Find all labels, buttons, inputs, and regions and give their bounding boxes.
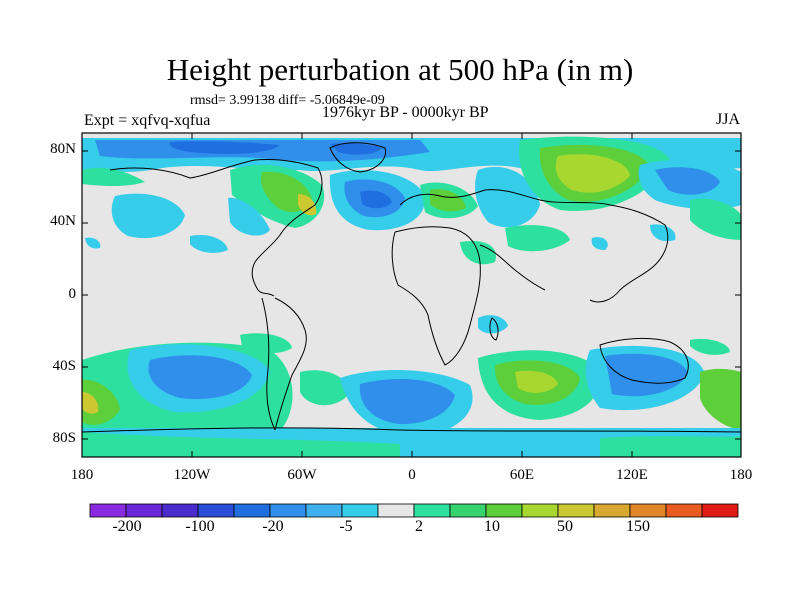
field-patch — [298, 194, 317, 216]
field-patch — [600, 436, 741, 457]
field-patch — [690, 338, 730, 355]
colorbar-swatch — [593, 503, 631, 518]
colorbar-label: -20 — [262, 518, 284, 535]
eurasia-coast — [399, 189, 669, 303]
field-patch — [430, 189, 466, 212]
field-patch — [605, 353, 688, 397]
field-patch — [555, 154, 630, 193]
field-patch — [360, 190, 392, 209]
field-patch — [690, 198, 741, 240]
lon-label-120e: 120E — [616, 467, 648, 483]
field-patch — [478, 315, 508, 334]
lon-label-60w: 60W — [287, 467, 317, 483]
colorbar-swatch — [629, 503, 667, 518]
field-patch — [169, 141, 280, 154]
colorbar-label: -100 — [185, 518, 215, 535]
field-layer — [82, 133, 741, 457]
colorbar-label: -200 — [112, 518, 142, 535]
map-title: Height perturbation at 500 hPa (in m) — [166, 52, 634, 87]
field-patch — [85, 237, 101, 249]
colorbar-swatch — [413, 503, 451, 518]
lon-ticks — [191, 133, 633, 457]
lon-label-0: 0 — [408, 467, 416, 483]
colorbar-label: 50 — [557, 518, 573, 535]
colorbar-swatch — [665, 503, 703, 518]
africa-coast — [391, 226, 481, 366]
north-america-coast — [109, 159, 323, 297]
colorbar-swatch — [377, 503, 415, 518]
colorbar-swatch — [449, 503, 487, 518]
field-patch — [515, 370, 558, 393]
colorbar-swatch — [521, 503, 559, 518]
lat-label-80n: 80N — [50, 141, 76, 157]
colorbar-swatch — [701, 503, 739, 518]
lon-label-180w: 180 — [70, 467, 94, 483]
lon-label-120w: 120W — [173, 467, 211, 483]
field-patch — [228, 197, 270, 236]
south-america-west-coast — [261, 297, 276, 431]
lon-label-60e: 60E — [509, 467, 535, 483]
field-patch — [82, 392, 99, 414]
coastlines — [82, 142, 741, 433]
field-patch — [82, 432, 400, 457]
field-patch — [148, 355, 252, 400]
lon-label-180e: 180 — [729, 467, 753, 483]
arabia-india-coast — [479, 244, 546, 291]
colorbar-swatch — [557, 503, 595, 518]
field-patch — [650, 224, 676, 242]
colorbar-swatch — [161, 503, 199, 518]
field-patch — [240, 333, 292, 354]
field-patch — [300, 370, 349, 406]
field-patch — [359, 379, 455, 425]
colorbar-label: 150 — [626, 518, 650, 535]
field-patch — [330, 143, 382, 155]
colorbar-swatch — [341, 503, 379, 518]
season-label: JJA — [716, 111, 741, 128]
experiment-label: Expt = xqfvq-xqfua — [84, 112, 211, 129]
australia-coast — [599, 337, 689, 384]
colorbar-swatch — [485, 503, 523, 518]
field-patch — [190, 234, 228, 253]
lat-label-40n: 40N — [50, 213, 76, 229]
field-patch — [655, 167, 720, 195]
south-america-coast — [274, 297, 307, 431]
field-patch — [475, 166, 540, 228]
field-patch — [111, 193, 185, 239]
field-patch — [505, 225, 570, 252]
colorbar-label: 2 — [415, 518, 423, 535]
field-patch — [82, 167, 145, 186]
colorbar-label: -5 — [339, 518, 353, 535]
field-patch — [700, 368, 741, 430]
antarctica-coast — [82, 427, 741, 433]
colorbar-swatch — [233, 503, 271, 518]
colorbar-swatch — [89, 503, 127, 518]
lat-label-eq: 0 — [68, 286, 77, 302]
lat-label-80s: 80S — [52, 430, 76, 446]
lat-label-40s: 40S — [52, 358, 76, 374]
stats-text: rmsd= 3.99138 diff= -5.06849e-09 — [190, 93, 385, 108]
period-text: 1976kyr BP - 0000kyr BP — [322, 104, 489, 121]
colorbar-label: 10 — [484, 518, 500, 535]
colorbar-swatch — [197, 503, 235, 518]
madagascar-coast — [489, 317, 499, 341]
greenland-coast — [329, 142, 387, 173]
field-patch — [591, 237, 608, 250]
lat-ticks — [82, 150, 741, 440]
colorbar-swatch — [125, 503, 163, 518]
colorbar — [89, 503, 739, 518]
colorbar-swatch — [305, 503, 343, 518]
colorbar-swatch — [269, 503, 307, 518]
